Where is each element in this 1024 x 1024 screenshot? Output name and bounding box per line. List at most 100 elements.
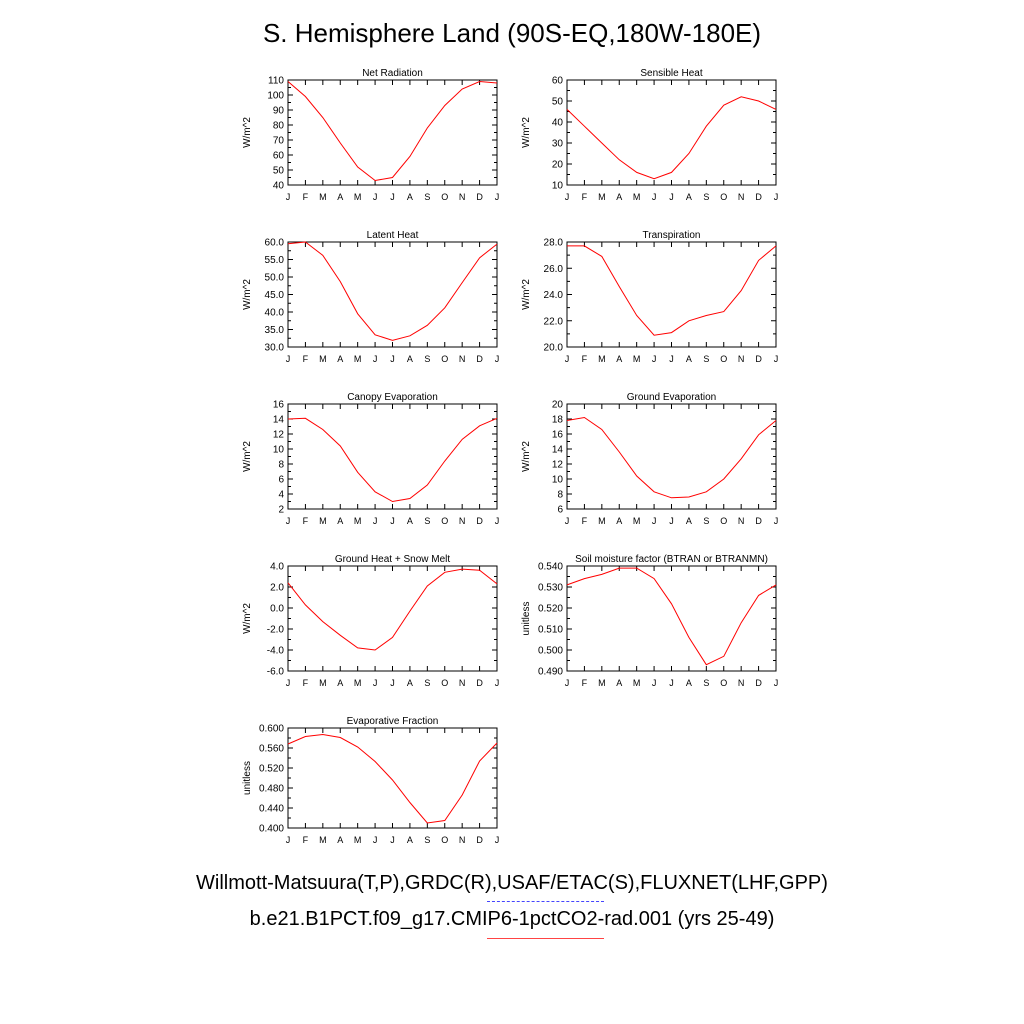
y-tick-label: 10 — [552, 475, 564, 486]
y-tick-label: 6 — [278, 475, 284, 486]
y-tick-label: 70 — [273, 136, 285, 147]
x-tick-label: D — [755, 678, 762, 688]
y-tick-label: 22.0 — [544, 316, 564, 327]
y-tick-label: 6 — [557, 505, 563, 516]
x-tick-label: M — [354, 516, 362, 526]
x-tick-label: A — [616, 354, 622, 364]
model-legend-text: b.e21.B1PCT.f09_g17.CMIP6-1pctCO2-rad.00… — [249, 908, 775, 930]
x-tick-label: M — [354, 678, 362, 688]
x-tick-label: J — [495, 678, 500, 688]
plot-frame — [287, 727, 498, 829]
y-axis-label: W/m^2 — [242, 279, 253, 310]
x-tick-label: J — [669, 678, 674, 688]
plot-frame — [287, 241, 498, 348]
x-tick-label: N — [738, 678, 745, 688]
x-tick-label: M — [633, 354, 641, 364]
y-tick-label: 2.0 — [270, 583, 284, 594]
x-tick-label: M — [354, 354, 362, 364]
y-tick-label: 16 — [273, 400, 285, 411]
panel-3: J F M A M J J A S O N D J30.035.040.045.050.055.060.… — [242, 230, 499, 364]
x-tick-label: J — [774, 354, 779, 364]
plot-frame — [287, 79, 498, 186]
y-axis-label: unitless — [242, 761, 253, 795]
x-tick-label: S — [703, 678, 709, 688]
panel-4: J F M A M J J A S O N D J20.022.024.026.028.0Transpi… — [521, 230, 778, 364]
y-tick-label: 20 — [552, 160, 564, 171]
y-tick-label: 40 — [552, 118, 564, 129]
x-tick-label: J — [669, 192, 674, 202]
y-tick-label: 40 — [273, 181, 285, 192]
x-tick-label: J — [390, 354, 395, 364]
y-tick-label: 24.0 — [544, 290, 564, 301]
model-series-line — [287, 733, 498, 824]
plot-frame — [566, 241, 777, 348]
x-tick-label: J — [373, 192, 378, 202]
y-axis-label: unitless — [521, 602, 532, 636]
y-tick-label: 45.0 — [265, 290, 285, 301]
plot-frame — [287, 403, 498, 510]
y-tick-label: 2 — [278, 505, 284, 516]
y-tick-label: 60.0 — [265, 238, 285, 249]
y-axis-label: W/m^2 — [242, 603, 253, 634]
x-tick-label: M — [598, 678, 606, 688]
x-tick-label: D — [755, 354, 762, 364]
x-tick-label: D — [476, 835, 483, 845]
x-tick-label: N — [459, 835, 466, 845]
y-tick-label: 0.490 — [538, 667, 563, 678]
x-tick-label: F — [582, 678, 588, 688]
y-tick-label: 0.500 — [538, 646, 563, 657]
x-tick-label: J — [565, 192, 570, 202]
model-series-line — [287, 241, 498, 341]
x-tick-label: J — [373, 678, 378, 688]
x-tick-label: N — [459, 516, 466, 526]
x-tick-label: S — [703, 354, 709, 364]
x-tick-label: A — [686, 354, 692, 364]
model-legend-line — [487, 938, 604, 939]
y-tick-label: 0.600 — [259, 724, 284, 735]
model-series-line — [287, 80, 498, 182]
x-tick-label: J — [286, 192, 291, 202]
x-tick-label: S — [424, 516, 430, 526]
y-tick-label: 20 — [552, 400, 564, 411]
x-tick-label: A — [337, 835, 343, 845]
x-tick-label: D — [755, 192, 762, 202]
model-series-line — [287, 417, 498, 503]
y-tick-label: 0.0 — [270, 604, 284, 615]
y-tick-label: 30.0 — [265, 343, 285, 354]
x-tick-label: J — [774, 678, 779, 688]
x-tick-label: A — [337, 192, 343, 202]
x-tick-label: J — [565, 678, 570, 688]
y-axis-label: W/m^2 — [521, 441, 532, 472]
x-tick-label: A — [686, 678, 692, 688]
panel-title: Sensible Heat — [640, 68, 702, 79]
x-tick-label: O — [441, 192, 448, 202]
panel-title: Latent Heat — [367, 230, 419, 241]
x-tick-label: N — [738, 192, 745, 202]
y-tick-label: 50 — [552, 97, 564, 108]
plot-frame — [566, 403, 777, 510]
x-tick-label: M — [598, 516, 606, 526]
x-tick-label: J — [774, 516, 779, 526]
y-tick-label: 18 — [552, 415, 564, 426]
x-tick-label: J — [373, 516, 378, 526]
model-series-line — [566, 567, 777, 666]
y-tick-label: 4.0 — [270, 562, 284, 573]
y-tick-label: 50.0 — [265, 273, 285, 284]
x-tick-label: A — [337, 678, 343, 688]
x-tick-label: M — [354, 192, 362, 202]
model-series-line — [287, 568, 498, 651]
x-tick-label: F — [303, 516, 309, 526]
x-tick-label: D — [476, 354, 483, 364]
y-tick-label: 40.0 — [265, 308, 285, 319]
plot-frame — [566, 565, 777, 672]
y-tick-label: 0.540 — [538, 562, 563, 573]
y-tick-label: 35.0 — [265, 325, 285, 336]
x-tick-label: S — [703, 192, 709, 202]
x-tick-label: A — [616, 192, 622, 202]
panel-title: Transpiration — [643, 230, 701, 241]
x-tick-label: J — [495, 516, 500, 526]
x-tick-label: J — [373, 354, 378, 364]
